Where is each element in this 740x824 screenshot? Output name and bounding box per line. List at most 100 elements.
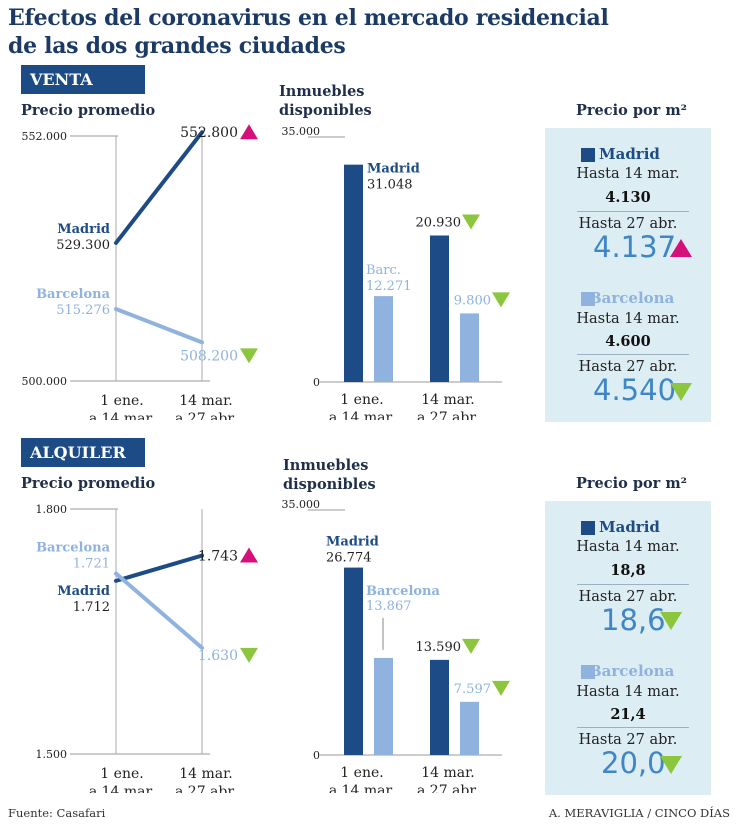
alquiler-precio-subtitle: Precio promedio bbox=[21, 475, 156, 492]
alquiler-m2-barcelona-value-1: 21,4 bbox=[610, 706, 646, 723]
venta-m2-barcelona-hasta14: Hasta 14 mar. bbox=[576, 311, 680, 327]
data-label-start: 1.721 bbox=[73, 557, 110, 572]
series-name-barcelona: Barcelona bbox=[36, 287, 111, 302]
venta-m2-madrid-value-1: 4.130 bbox=[605, 189, 651, 206]
x-tick-label: a 14 mar. bbox=[89, 784, 155, 793]
alquiler-m2-madrid-hasta27: Hasta 27 abr. bbox=[578, 589, 678, 605]
venta-m2-madrid-value-2: 4.137 bbox=[593, 230, 677, 264]
bar-barcelona bbox=[374, 296, 393, 382]
data-label-end: 1.743 bbox=[198, 549, 238, 565]
venta-inmuebles-subtitle: Inmuebles disponibles bbox=[279, 82, 372, 120]
x-tick-label: a 14 mar. bbox=[329, 410, 395, 420]
x-tick-label: 14 mar. bbox=[421, 765, 475, 781]
data-label-start: 515.276 bbox=[56, 303, 110, 318]
title-line-2: de las dos grandes ciudades bbox=[8, 33, 346, 59]
alquiler-m2-barcelona-label: Barcelona bbox=[589, 662, 675, 680]
divider bbox=[577, 211, 689, 212]
bar-data-label: 12.271 bbox=[366, 279, 412, 294]
alquiler-m2-madrid-value-1: 18,8 bbox=[610, 562, 646, 579]
bar-data-label: 9.800 bbox=[454, 293, 491, 308]
data-label-end: 1.630 bbox=[198, 648, 238, 664]
bar-madrid bbox=[344, 567, 363, 755]
data-label-start: 529.300 bbox=[56, 238, 110, 253]
alquiler-m2-madrid-value-2: 18,6 bbox=[601, 603, 666, 637]
x-tick-label: a 27 abr. bbox=[175, 411, 237, 420]
bar-data-label: 7.597 bbox=[454, 682, 491, 697]
x-tick-label: a 27 abr. bbox=[417, 783, 479, 793]
bar-madrid bbox=[430, 659, 449, 755]
venta-tag: VENTA bbox=[21, 65, 145, 94]
venta-m2-barcelona-value-1: 4.600 bbox=[605, 333, 651, 350]
venta-precio-subtitle: Precio promedio bbox=[21, 102, 156, 119]
inmuebles-line-2: disponibles bbox=[279, 102, 372, 119]
title-line-1: Efectos del coronavirus en el mercado re… bbox=[8, 5, 609, 31]
series-line-madrid bbox=[114, 553, 204, 583]
alquiler-m2-barcelona-hasta14: Hasta 14 mar. bbox=[576, 684, 680, 700]
x-tick-label: a 27 abr. bbox=[417, 410, 479, 420]
page-title: Efectos del coronavirus en el mercado re… bbox=[8, 4, 609, 60]
madrid-legend-swatch bbox=[581, 148, 595, 162]
alquiler-m2-barcelona-hasta27: Hasta 27 abr. bbox=[578, 732, 678, 748]
y-tick-label: 500.000 bbox=[22, 375, 68, 388]
y-tick-label: 35.000 bbox=[282, 498, 321, 511]
x-tick-label: 14 mar. bbox=[179, 393, 233, 409]
madrid-legend-swatch bbox=[581, 521, 595, 535]
x-tick-label: 14 mar. bbox=[421, 392, 475, 408]
series-line-madrid bbox=[114, 130, 204, 245]
divider bbox=[577, 584, 689, 585]
series-line-barcelona bbox=[114, 307, 204, 345]
footer-source: Fuente: Casafari bbox=[8, 806, 106, 820]
x-tick-label: a 14 mar. bbox=[89, 411, 155, 420]
alquiler-m2-barcelona-value-2: 20,0 bbox=[601, 746, 666, 780]
data-label-end: 552.800 bbox=[180, 125, 238, 141]
down-triangle-icon bbox=[660, 612, 682, 630]
x-tick-label: 1 ene. bbox=[340, 392, 383, 408]
inmuebles-line-1: Inmuebles bbox=[279, 83, 365, 100]
data-label-start: 1.712 bbox=[73, 600, 110, 615]
bar-data-label: 20.930 bbox=[416, 215, 462, 230]
divider bbox=[577, 727, 689, 728]
alquiler-m2-madrid-label: Madrid bbox=[599, 518, 660, 536]
series-name-madrid: Madrid bbox=[57, 584, 110, 599]
x-tick-label: 1 ene. bbox=[100, 393, 143, 409]
bar-data-label: 26.774 bbox=[326, 551, 372, 566]
venta-m2-madrid-hasta14: Hasta 14 mar. bbox=[576, 166, 680, 182]
alquiler-m2-subtitle: Precio por m² bbox=[576, 475, 688, 492]
trend-down-icon bbox=[462, 638, 480, 654]
x-tick-label: 14 mar. bbox=[179, 766, 233, 782]
bar-legend-barcelona: Barc. bbox=[366, 263, 401, 278]
divider bbox=[577, 354, 689, 355]
trend-up-icon bbox=[240, 547, 258, 563]
bar-data-label: 13.867 bbox=[366, 599, 412, 614]
trend-down-icon bbox=[492, 292, 510, 308]
series-name-madrid: Madrid bbox=[57, 222, 110, 237]
venta-m2-barcelona-hasta27: Hasta 27 abr. bbox=[578, 359, 678, 375]
alquiler-m2-box: Madrid Hasta 14 mar. 18,8 Hasta 27 abr. … bbox=[545, 501, 711, 795]
x-tick-label: 1 ene. bbox=[340, 765, 383, 781]
x-tick-label: a 14 mar. bbox=[329, 783, 395, 793]
bar-data-label: 13.590 bbox=[416, 640, 462, 655]
trend-down-icon bbox=[240, 647, 258, 663]
venta-m2-madrid-hasta27: Hasta 27 abr. bbox=[578, 216, 678, 232]
x-tick-label: a 27 abr. bbox=[175, 784, 237, 793]
alquiler-tag: ALQUILER bbox=[21, 438, 145, 467]
down-triangle-icon bbox=[670, 383, 692, 401]
bar-data-label: 31.048 bbox=[367, 178, 413, 193]
bar-madrid bbox=[430, 235, 449, 382]
bar-barcelona bbox=[374, 657, 393, 755]
data-label-end: 508.200 bbox=[180, 348, 238, 364]
series-name-barcelona: Barcelona bbox=[36, 541, 111, 556]
bar-barcelona bbox=[460, 313, 479, 382]
trend-down-icon bbox=[462, 214, 480, 230]
y-tick-label: 1.800 bbox=[36, 503, 68, 516]
venta-m2-subtitle: Precio por m² bbox=[576, 102, 688, 119]
footer-credit: A. MERAVIGLIA / CINCO DÍAS bbox=[548, 806, 730, 820]
barcelona-legend-swatch bbox=[581, 665, 595, 679]
bar-madrid bbox=[344, 164, 363, 382]
trend-down-icon bbox=[492, 680, 510, 696]
venta-m2-barcelona-value-2: 4.540 bbox=[593, 373, 677, 407]
bar-barcelona bbox=[460, 701, 479, 755]
